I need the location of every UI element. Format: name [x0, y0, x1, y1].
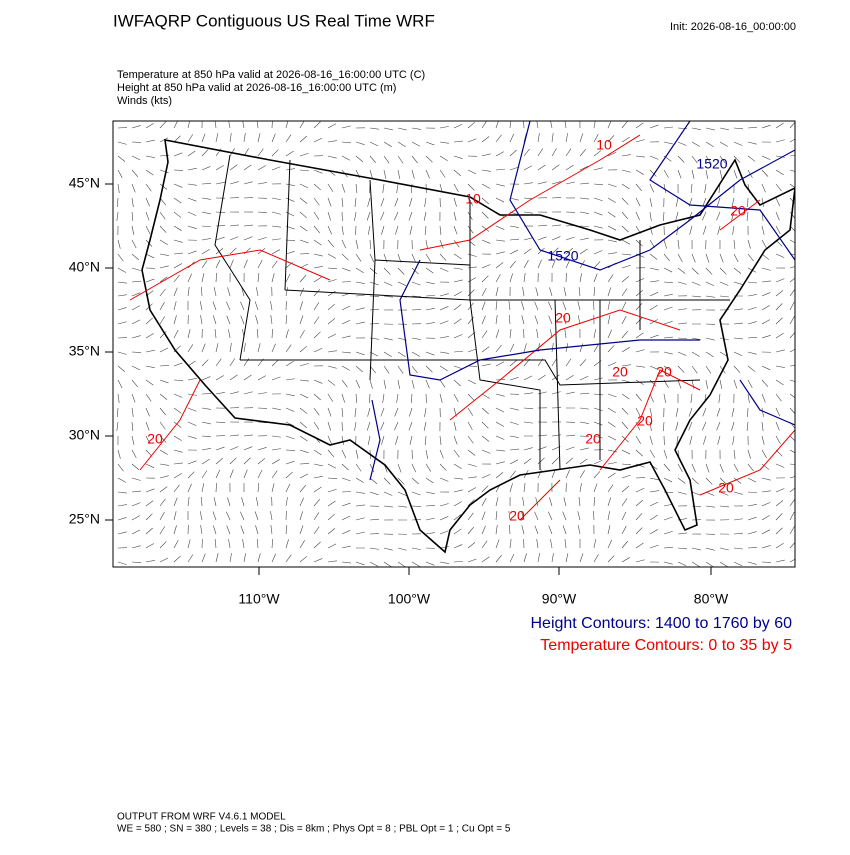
init-time: Init: 2026-08-16_00:00:00 — [670, 21, 796, 33]
contour-label: 20 — [718, 480, 734, 496]
contour-label: 20 — [585, 431, 601, 447]
legend-temperature: Temperature Contours: 0 to 35 by 5 — [540, 637, 792, 654]
contour-label: 1520 — [547, 248, 578, 264]
lon-label: 110°W — [238, 591, 280, 607]
contour-label: 20 — [612, 364, 628, 380]
title: IWFAQRP Contiguous US Real Time WRF — [113, 11, 435, 30]
lon-label: 90°W — [542, 591, 577, 607]
lat-label: 40°N — [69, 259, 100, 275]
contour-label: 20 — [509, 508, 525, 524]
contour-label: 1520 — [696, 156, 727, 172]
field-label: Temperature at 850 hPa valid at 2026-08-… — [117, 69, 425, 81]
legend-height: Height Contours: 1400 to 1760 by 60 — [530, 615, 792, 632]
contour-label: 20 — [730, 203, 746, 219]
lat-label: 25°N — [69, 511, 100, 527]
lon-label: 100°W — [388, 591, 431, 607]
contour-label: 20 — [656, 364, 672, 380]
field-label: Height at 850 hPa valid at 2026-08-16_16… — [117, 82, 396, 94]
lat-label: 30°N — [69, 427, 100, 443]
contour-label: 10 — [596, 137, 612, 153]
footer-line: WE = 580 ; SN = 380 ; Levels = 38 ; Dis … — [117, 824, 511, 835]
lat-label: 45°N — [69, 175, 100, 191]
lat-label: 35°N — [69, 343, 100, 359]
contour-label: 20 — [555, 310, 571, 326]
contour-label: 10 — [465, 191, 481, 207]
field-label: Winds (kts) — [117, 95, 172, 107]
contour-label: 20 — [637, 413, 653, 429]
contour-label: 20 — [147, 431, 163, 447]
footer-line: OUTPUT FROM WRF V4.6.1 MODEL — [117, 812, 286, 823]
lon-label: 80°W — [694, 591, 729, 607]
